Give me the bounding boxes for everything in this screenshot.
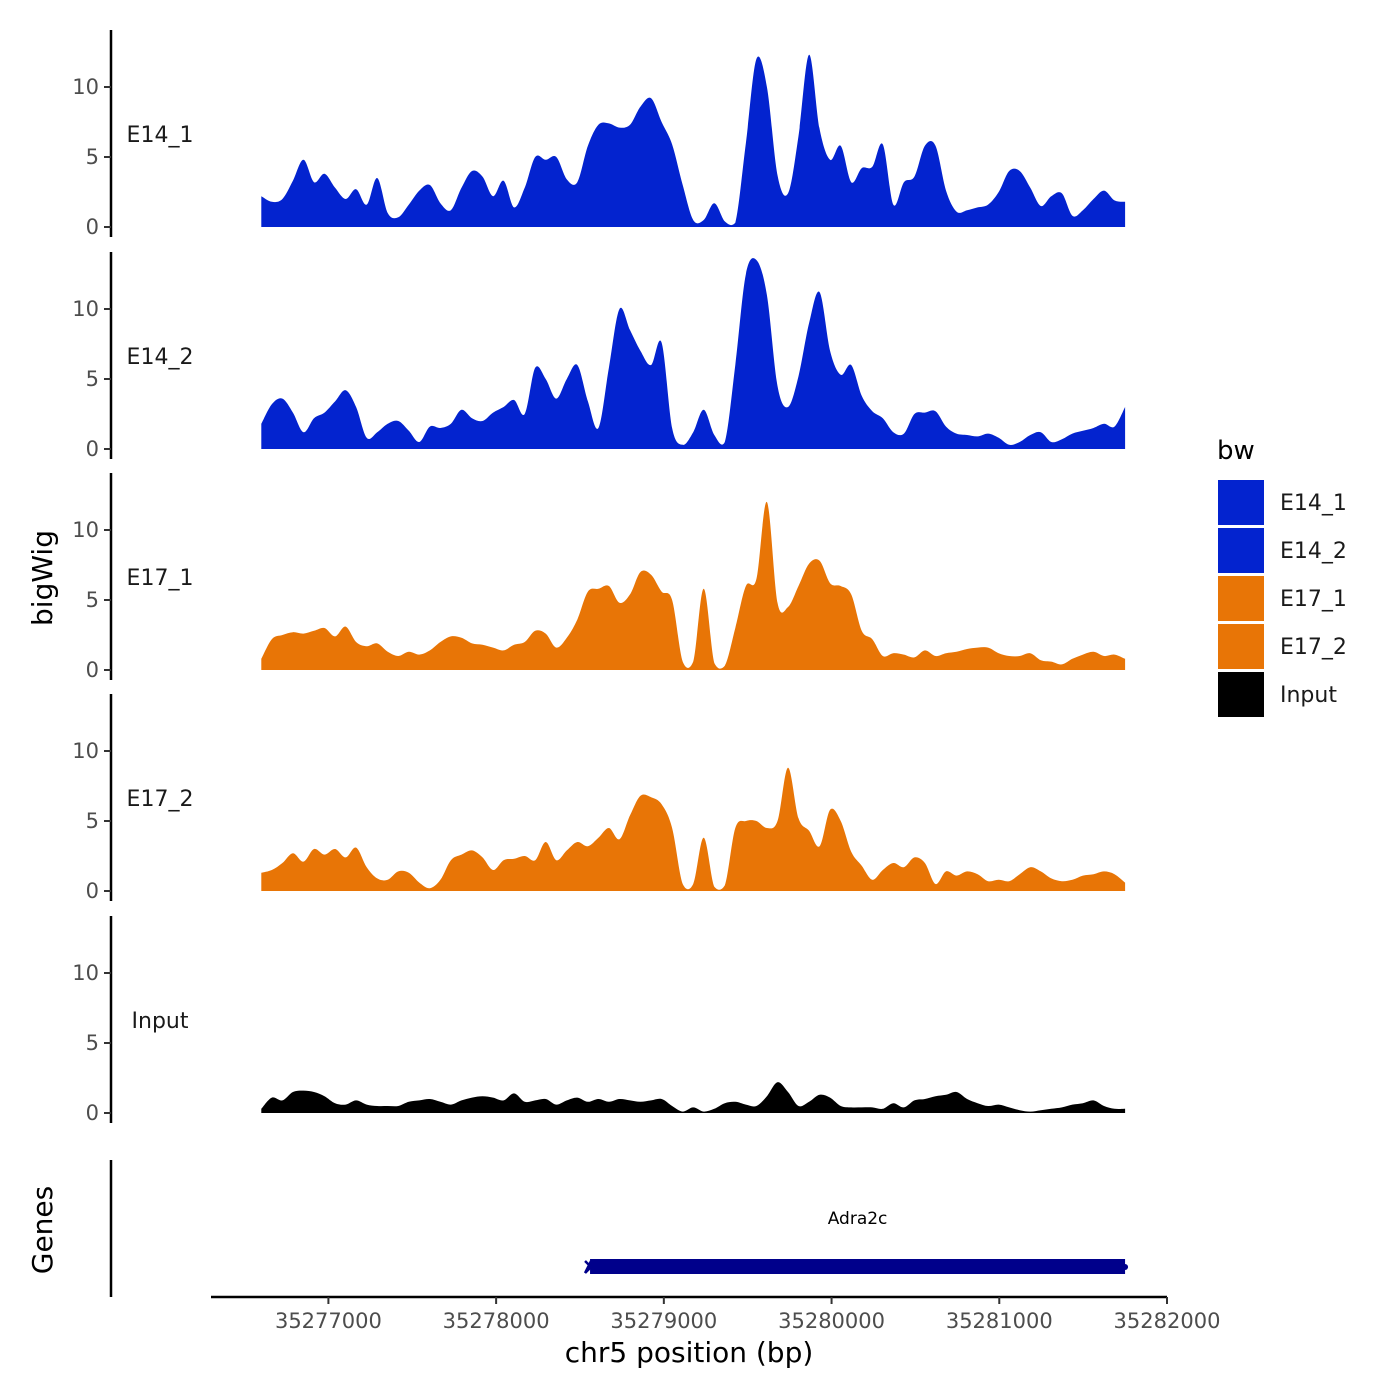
legend-swatch-e14-2 — [1218, 528, 1264, 573]
gene-label-adra2c: Adra2c — [828, 1209, 888, 1229]
y-tick-label-e17-2-5: 5 — [86, 809, 99, 833]
track-label-e17-1: E17_1 — [127, 566, 194, 591]
area-series-e17-2 — [261, 767, 1126, 891]
y-tick-label-e14-2-0: 0 — [86, 437, 99, 461]
gene-body-adra2c — [590, 1259, 1126, 1274]
area-series-input — [261, 1082, 1126, 1113]
y-tick-label-e14-1-0: 0 — [86, 215, 99, 239]
legend-title: bw — [1217, 436, 1255, 466]
x-tick-label-35280000: 35280000 — [778, 1309, 885, 1333]
legend-label-e14-2: E14_2 — [1280, 539, 1347, 564]
y-tick-label-e17-1-10: 10 — [72, 518, 99, 542]
legend-swatch-input — [1218, 672, 1264, 717]
legend-label-e14-1: E14_1 — [1280, 491, 1347, 516]
area-series-e14-1 — [261, 54, 1126, 228]
genes-axis-title: Genes — [26, 1186, 59, 1274]
y-tick-label-input-10: 10 — [72, 961, 99, 985]
y-tick-label-input-5: 5 — [86, 1031, 99, 1055]
legend-swatch-e17-1 — [1218, 576, 1264, 621]
track-label-e14-2: E14_2 — [127, 345, 194, 370]
y-tick-label-e17-1-5: 5 — [86, 588, 99, 612]
track-label-e17-2: E17_2 — [127, 787, 194, 812]
y-tick-label-e14-1-5: 5 — [86, 145, 99, 169]
x-tick-label-35277000: 35277000 — [275, 1309, 382, 1333]
legend-swatch-e17-2 — [1218, 624, 1264, 669]
gene-end-marker-adra2c — [1122, 1264, 1129, 1270]
legend-label-e17-2: E17_2 — [1280, 635, 1347, 660]
y-axis-title: bigWig — [26, 530, 59, 626]
area-series-e17-1 — [261, 501, 1126, 670]
x-tick-label-35278000: 35278000 — [443, 1309, 550, 1333]
gene-start-marker-adra2c — [583, 1260, 593, 1274]
legend-label-input: Input — [1280, 683, 1337, 708]
legend-swatch-e14-1 — [1218, 480, 1264, 525]
track-label-e14-1: E14_1 — [127, 123, 194, 148]
y-tick-label-e17-2-0: 0 — [86, 879, 99, 903]
y-tick-label-e14-2-10: 10 — [72, 297, 99, 321]
x-tick-label-35279000: 35279000 — [610, 1309, 717, 1333]
x-axis-title: chr5 position (bp) — [565, 1336, 814, 1369]
legend-label-e17-1: E17_1 — [1280, 587, 1347, 612]
track-label-input: Input — [132, 1009, 189, 1034]
y-tick-label-input-0: 0 — [86, 1101, 99, 1125]
area-series-e14-2 — [261, 258, 1126, 449]
y-tick-label-e17-2-10: 10 — [72, 739, 99, 763]
y-tick-label-e17-1-0: 0 — [86, 658, 99, 682]
x-tick-label-35282000: 35282000 — [1114, 1309, 1221, 1333]
y-tick-label-e14-1-10: 10 — [72, 75, 99, 99]
y-tick-label-e14-2-5: 5 — [86, 367, 99, 391]
x-tick-label-35281000: 35281000 — [946, 1309, 1053, 1333]
